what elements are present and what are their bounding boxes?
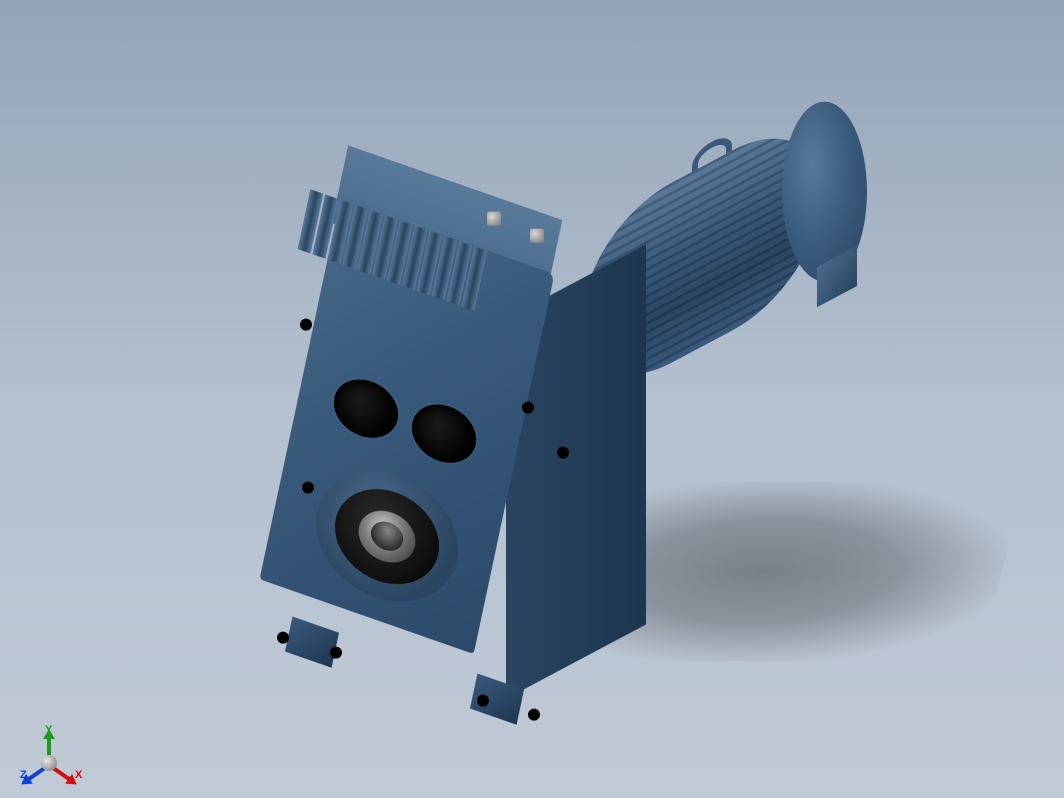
- x-axis-label: X: [75, 769, 82, 781]
- mount-hole: [522, 402, 534, 414]
- top-bolt: [487, 212, 501, 226]
- gear-motor-model[interactable]: [182, 77, 882, 697]
- mount-hole: [300, 319, 312, 331]
- mount-hole: [557, 447, 569, 459]
- mount-hole: [477, 695, 489, 707]
- triad-origin: [41, 755, 57, 771]
- mount-hole: [330, 647, 342, 659]
- mount-hole: [302, 482, 314, 494]
- cad-viewport[interactable]: Y X Z: [0, 0, 1064, 798]
- top-bolt: [530, 229, 544, 243]
- mount-hole: [277, 632, 289, 644]
- coordinate-triad[interactable]: Y X Z: [15, 708, 90, 783]
- y-axis-label: Y: [45, 724, 52, 736]
- mount-hole: [528, 709, 540, 721]
- z-axis-label: Z: [20, 769, 27, 781]
- model-container: [182, 77, 882, 697]
